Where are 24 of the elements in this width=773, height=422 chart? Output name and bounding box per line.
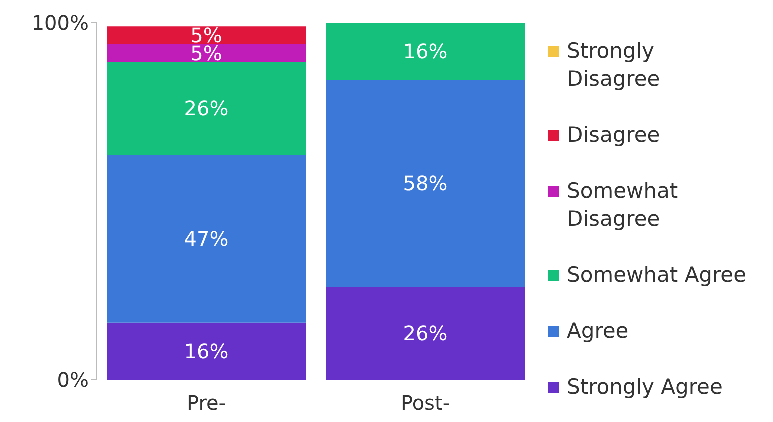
bar [107,44,306,62]
bar [326,23,525,80]
data-label: 16% [403,40,448,64]
bar [326,80,525,288]
y-tick-label: 0% [57,368,89,392]
legend-label: Somewhat Disagree [567,178,680,233]
data-label: 16% [184,339,229,364]
bar [107,322,306,380]
x-tick-label: Post- [400,391,450,416]
legend-label: Somewhat Agree [567,262,747,289]
bar [107,155,306,323]
data-label: 47% [184,226,229,251]
y-tick-label: 100% [32,11,89,36]
bar [107,26,306,44]
data-label: 26% [403,322,448,346]
x-tick-label: Pre- [186,391,226,416]
legend-label: Strongly Disagree [567,38,662,93]
legend-label: Strongly Agree [567,374,723,401]
bar [326,287,525,380]
legend-label: Disagree [567,122,660,149]
data-label: 26% [184,96,229,121]
bar [107,62,306,156]
data-label: 58% [403,172,448,196]
legend-label: Agree [567,318,629,345]
